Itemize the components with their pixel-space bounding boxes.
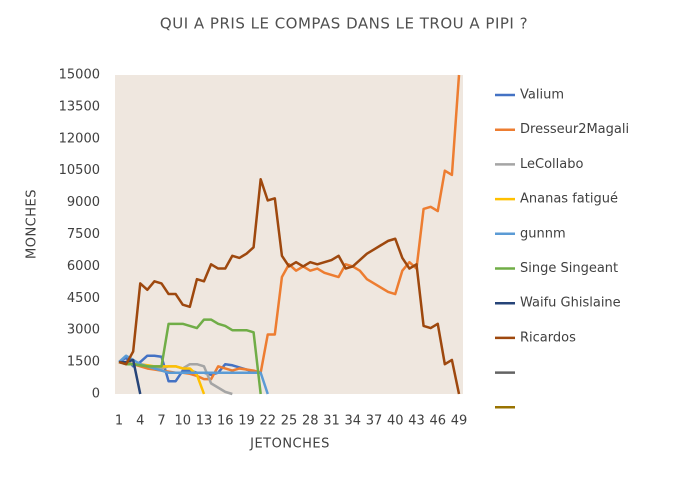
x-tick-label: 37 <box>366 414 383 429</box>
legend-label: LeCollabo <box>520 157 583 172</box>
y-tick-label: 12000 <box>59 131 100 146</box>
y-axis-title: MONCHES <box>25 189 40 259</box>
series-line <box>118 177 461 395</box>
y-tick-label: 7500 <box>67 227 100 242</box>
background-picture <box>115 75 463 394</box>
y-tick-label: 3000 <box>67 323 100 338</box>
legend-label: Singe Singeant <box>520 261 618 276</box>
x-tick-label: 22 <box>259 414 276 429</box>
x-tick-label: 49 <box>451 414 468 429</box>
x-tick-label: 1 <box>115 414 123 429</box>
legend-label: gunnm <box>520 226 566 241</box>
y-tick-label: 1500 <box>67 355 100 370</box>
x-tick-label: 13 <box>196 414 213 429</box>
legend-label: Ananas fatigué <box>520 192 618 207</box>
x-tick-label: 25 <box>281 414 298 429</box>
y-tick-label: 13500 <box>59 99 100 114</box>
x-tick-label: 28 <box>302 414 319 429</box>
y-tick-label: 10500 <box>59 163 100 178</box>
x-tick-label: 19 <box>238 414 255 429</box>
x-tick-label: 16 <box>217 414 234 429</box>
x-tick-label: 34 <box>344 414 361 429</box>
x-tick-label: 43 <box>408 414 425 429</box>
x-tick-label: 7 <box>157 414 165 429</box>
y-tick-label: 6000 <box>67 259 100 274</box>
x-tick-label: 10 <box>174 414 191 429</box>
legend-label: Waifu Ghislaine <box>520 296 621 311</box>
x-tick-label: 46 <box>429 414 446 429</box>
y-tick-label: 9000 <box>67 195 100 210</box>
legend-label: Dresseur2Magali <box>520 122 629 137</box>
series-line <box>118 354 261 383</box>
x-axis-title: JETONCHES <box>249 437 330 452</box>
y-tick-label: 15000 <box>59 68 100 83</box>
x-tick-label: 4 <box>136 414 144 429</box>
series-line <box>118 318 262 395</box>
y-tick-label: 0 <box>92 387 100 402</box>
legend-label: Ricardos <box>520 330 576 345</box>
y-tick-label: 4500 <box>67 291 100 306</box>
legend-label: Valium <box>520 88 564 103</box>
chart-title: QUI A PRIS LE COMPAS DANS LE TROU A PIPI… <box>160 15 528 33</box>
x-tick-label: 31 <box>323 414 340 429</box>
x-tick-label: 40 <box>387 414 404 429</box>
